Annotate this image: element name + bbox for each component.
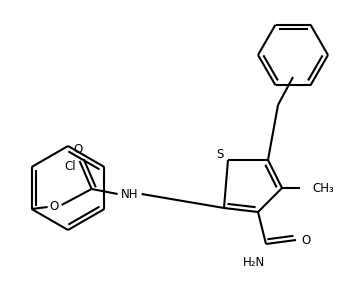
Text: O: O [49,201,58,214]
Text: S: S [216,147,224,160]
Text: NH: NH [121,187,138,201]
Text: H₂N: H₂N [243,256,265,268]
Text: O: O [73,143,82,156]
Text: CH₃: CH₃ [312,181,334,195]
Text: O: O [301,233,311,247]
Text: Cl: Cl [64,160,76,173]
